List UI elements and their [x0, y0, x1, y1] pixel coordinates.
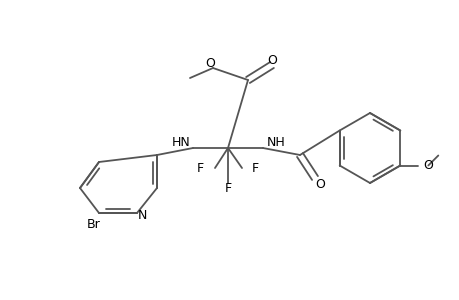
Text: Br: Br	[87, 218, 101, 232]
Text: O: O	[314, 178, 324, 190]
Text: O: O	[205, 56, 214, 70]
Text: F: F	[224, 182, 231, 194]
Text: F: F	[251, 161, 258, 175]
Text: HN: HN	[171, 136, 190, 149]
Text: O: O	[422, 159, 432, 172]
Text: F: F	[196, 161, 203, 175]
Text: N: N	[137, 209, 146, 223]
Text: O: O	[267, 53, 276, 67]
Text: NH: NH	[266, 136, 285, 149]
